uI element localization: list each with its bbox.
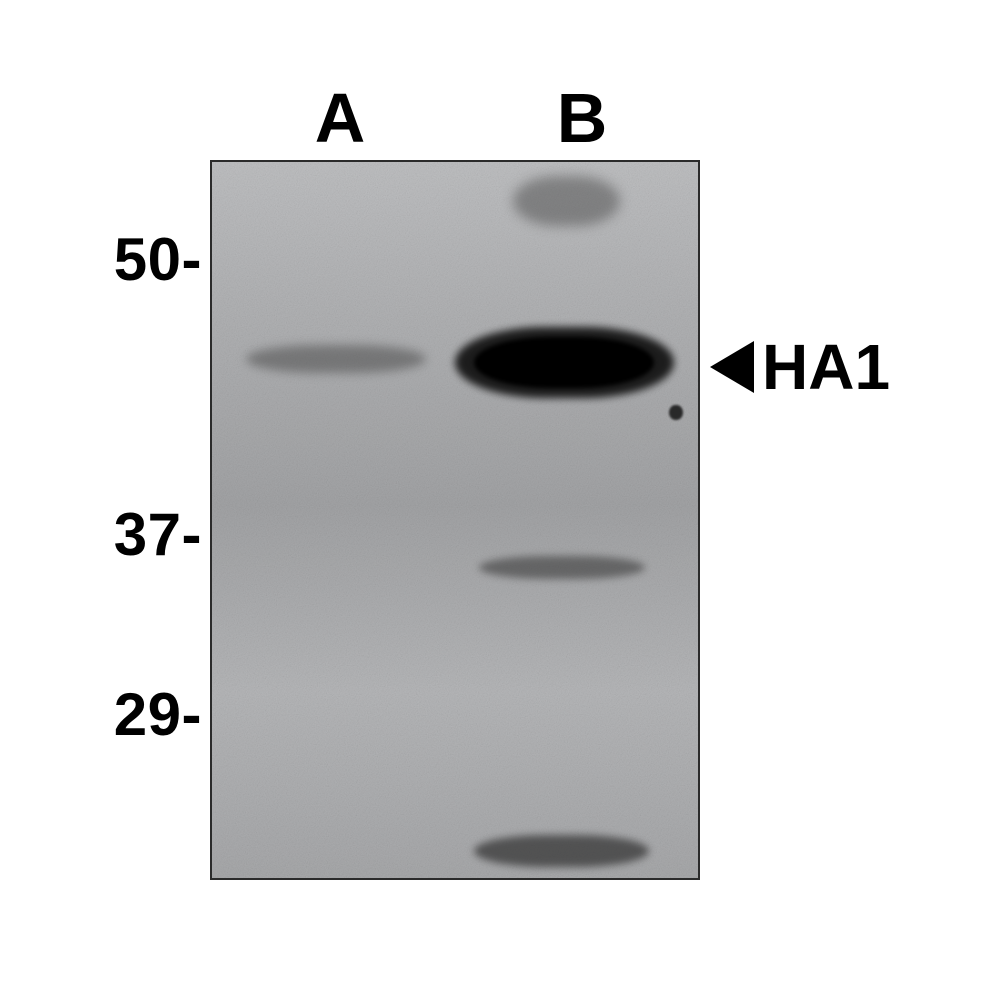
blot-band bbox=[474, 337, 654, 387]
blot-noise-texture bbox=[212, 162, 698, 878]
blot-band bbox=[513, 176, 620, 226]
blot-background bbox=[210, 160, 700, 880]
mw-label-29: 29- bbox=[92, 680, 202, 749]
lane-label-a: A bbox=[280, 78, 400, 158]
lane-label-b: B bbox=[522, 78, 642, 158]
blot-membrane bbox=[210, 160, 700, 880]
western-blot-figure: A B 50- 37- 29- HA1 bbox=[50, 50, 950, 950]
target-text: HA1 bbox=[762, 330, 890, 404]
mw-label-50: 50- bbox=[92, 225, 202, 294]
mw-label-37: 37- bbox=[92, 500, 202, 569]
target-label-ha1: HA1 bbox=[710, 330, 890, 404]
blot-band bbox=[479, 556, 644, 579]
blot-band bbox=[669, 405, 684, 419]
arrowhead-icon bbox=[710, 341, 754, 393]
blot-band bbox=[246, 345, 426, 374]
blot-band bbox=[474, 835, 649, 867]
